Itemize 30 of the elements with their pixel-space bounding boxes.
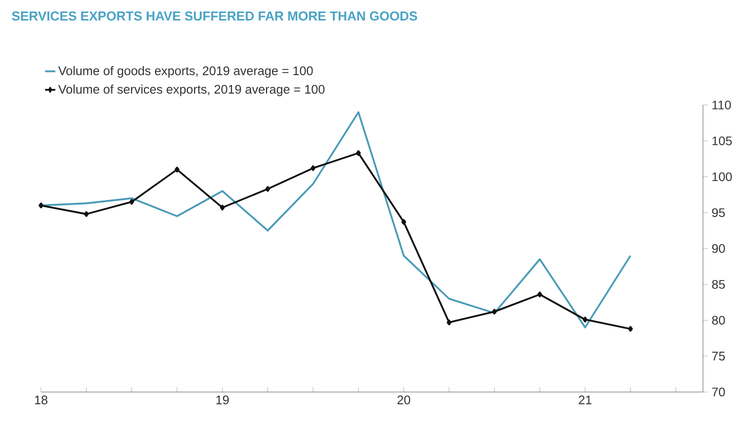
chart-title: SERVICES EXPORTS HAVE SUFFERED FAR MORE THAN GOODS (12, 11, 418, 21)
point (401, 219, 406, 225)
y-tick-label: 110 (712, 100, 731, 110)
y-tick-label: 75 (712, 352, 725, 360)
point (174, 166, 180, 172)
y-tick-label: 100 (712, 172, 732, 182)
legend-label: Volume of goods exports, 2019 average = 100 (58, 66, 313, 78)
y-tick-label: 80 (712, 316, 725, 325)
y-tick-label: 85 (712, 280, 725, 289)
point (310, 165, 316, 172)
x-tick-label: 18 (35, 396, 48, 404)
point (628, 326, 633, 332)
x-tick-label: 21 (578, 396, 592, 404)
point (265, 186, 270, 192)
point (537, 292, 542, 298)
legend-label: Volume of services exports, 2019 average = 100 (58, 84, 325, 96)
point (38, 202, 44, 208)
point (220, 204, 225, 210)
y-tick-label: 105 (712, 136, 732, 146)
point (356, 150, 361, 156)
x-tick-label: 19 (216, 396, 229, 404)
y-tick-label: 95 (712, 208, 725, 218)
point (446, 320, 452, 326)
y-tick-label: 90 (712, 244, 725, 253)
point (492, 308, 497, 315)
point (129, 198, 134, 205)
point (582, 316, 588, 322)
point (84, 211, 89, 217)
x-tick-label: 20 (397, 396, 410, 404)
y-tick-label: 70 (712, 388, 725, 396)
